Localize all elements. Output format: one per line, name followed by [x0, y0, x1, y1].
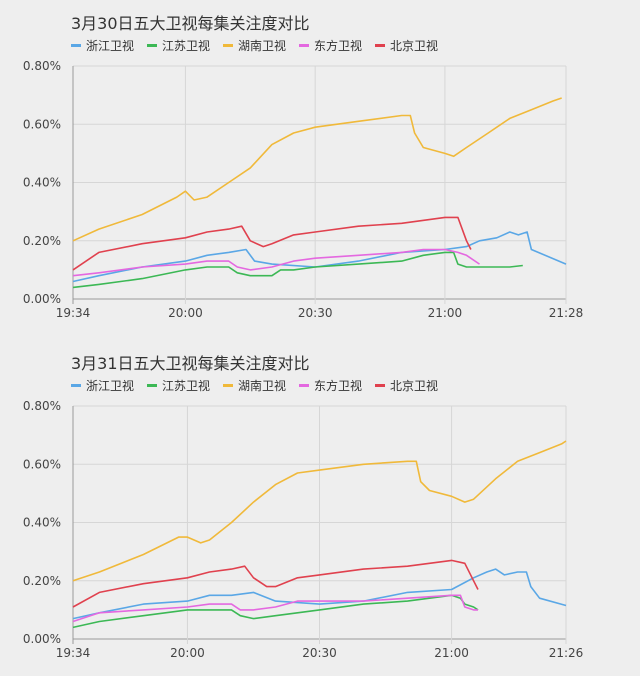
y-tick-label: 0.60%: [23, 457, 61, 471]
y-tick-label: 0.00%: [23, 292, 61, 306]
legend-label: 东方卫视: [314, 378, 362, 393]
x-tick-label: 20:30: [302, 646, 337, 660]
legend-swatch: [375, 384, 385, 387]
series-line-4: [72, 248, 480, 277]
legend-label: 浙江卫视: [86, 38, 134, 53]
legend-item: 浙江卫视: [71, 38, 134, 53]
series-line-4: [72, 594, 478, 623]
legend-label: 北京卫视: [390, 38, 438, 53]
legend-swatch: [71, 384, 81, 387]
y-tick-label: 0.80%: [23, 59, 61, 73]
legend-label: 江苏卫视: [162, 378, 210, 393]
legend-item: 东方卫视: [299, 378, 362, 393]
y-tick-label: 0.00%: [23, 632, 61, 646]
y-tick-label: 0.60%: [23, 117, 61, 131]
series-line-1: [72, 231, 567, 283]
chart-title: 3月30日五大卫视每集关注度对比: [71, 14, 310, 33]
series-line-1: [72, 568, 567, 620]
legend-label: 江苏卫视: [162, 38, 210, 53]
line-chart-march-31: 浙江卫视 江苏卫视 湖南卫视 东方卫视 北京卫视 0.00% 0.20% 0.40% 0.60%…: [23, 378, 584, 660]
legend-item: 湖南卫视: [223, 38, 286, 53]
legend-item: 东方卫视: [299, 38, 362, 53]
x-tick-label: 20:30: [298, 306, 333, 320]
y-tick-label: 0.20%: [23, 574, 61, 588]
legend-swatch: [223, 384, 233, 387]
series-line-5: [72, 216, 472, 271]
x-tick-label: 21:00: [428, 306, 463, 320]
chart-panel-march-31: 3月31日五大卫视每集关注度对比 浙江卫视 江苏卫视 湖南卫视 东方卫视 北京卫视 0.0…: [0, 340, 640, 670]
x-tick-label: 21:00: [434, 646, 469, 660]
legend-swatch: [299, 384, 309, 387]
y-tick-label: 0.40%: [23, 516, 61, 530]
x-tick-label: 19:34: [56, 306, 91, 320]
legend-label: 浙江卫视: [86, 378, 134, 393]
legend-swatch: [147, 384, 157, 387]
legend-label: 湖南卫视: [238, 378, 286, 393]
legend-item: 湖南卫视: [223, 378, 286, 393]
legend-swatch: [147, 44, 157, 47]
chart-panel-march-30: 3月30日五大卫视每集关注度对比 浙江卫视 江苏卫视 湖南卫视 东方卫视 北京卫视 0.0…: [0, 0, 640, 330]
legend-item: 北京卫视: [375, 378, 438, 393]
legend-swatch: [299, 44, 309, 47]
legend-label: 北京卫视: [390, 378, 438, 393]
x-tick-label: 21:26: [549, 646, 584, 660]
y-tick-label: 0.80%: [23, 399, 61, 413]
chart-title: 3月31日五大卫视每集关注度对比: [71, 354, 310, 373]
legend-item: 北京卫视: [375, 38, 438, 53]
legend-item: 江苏卫视: [147, 378, 210, 393]
series-line-3: [72, 440, 567, 582]
x-tick-label: 19:34: [56, 646, 91, 660]
legend-swatch: [223, 44, 233, 47]
legend-label: 湖南卫视: [238, 38, 286, 53]
x-tick-label: 21:28: [549, 306, 584, 320]
series-line-2: [72, 251, 523, 289]
legend-swatch: [375, 44, 385, 47]
y-tick-label: 0.20%: [23, 234, 61, 248]
x-tick-label: 20:00: [168, 306, 203, 320]
x-tick-label: 20:00: [170, 646, 205, 660]
series-line-3: [72, 97, 562, 242]
legend-item: 江苏卫视: [147, 38, 210, 53]
line-chart-march-30: 浙江卫视 江苏卫视 湖南卫视 东方卫视 北京卫视 0.00% 0.20% 0.40% 0.60%…: [23, 38, 584, 320]
legend-item: 浙江卫视: [71, 378, 134, 393]
y-tick-label: 0.40%: [23, 176, 61, 190]
series-line-2: [72, 594, 479, 629]
series-line-5: [72, 559, 479, 608]
legend-label: 东方卫视: [314, 38, 362, 53]
legend-swatch: [71, 44, 81, 47]
